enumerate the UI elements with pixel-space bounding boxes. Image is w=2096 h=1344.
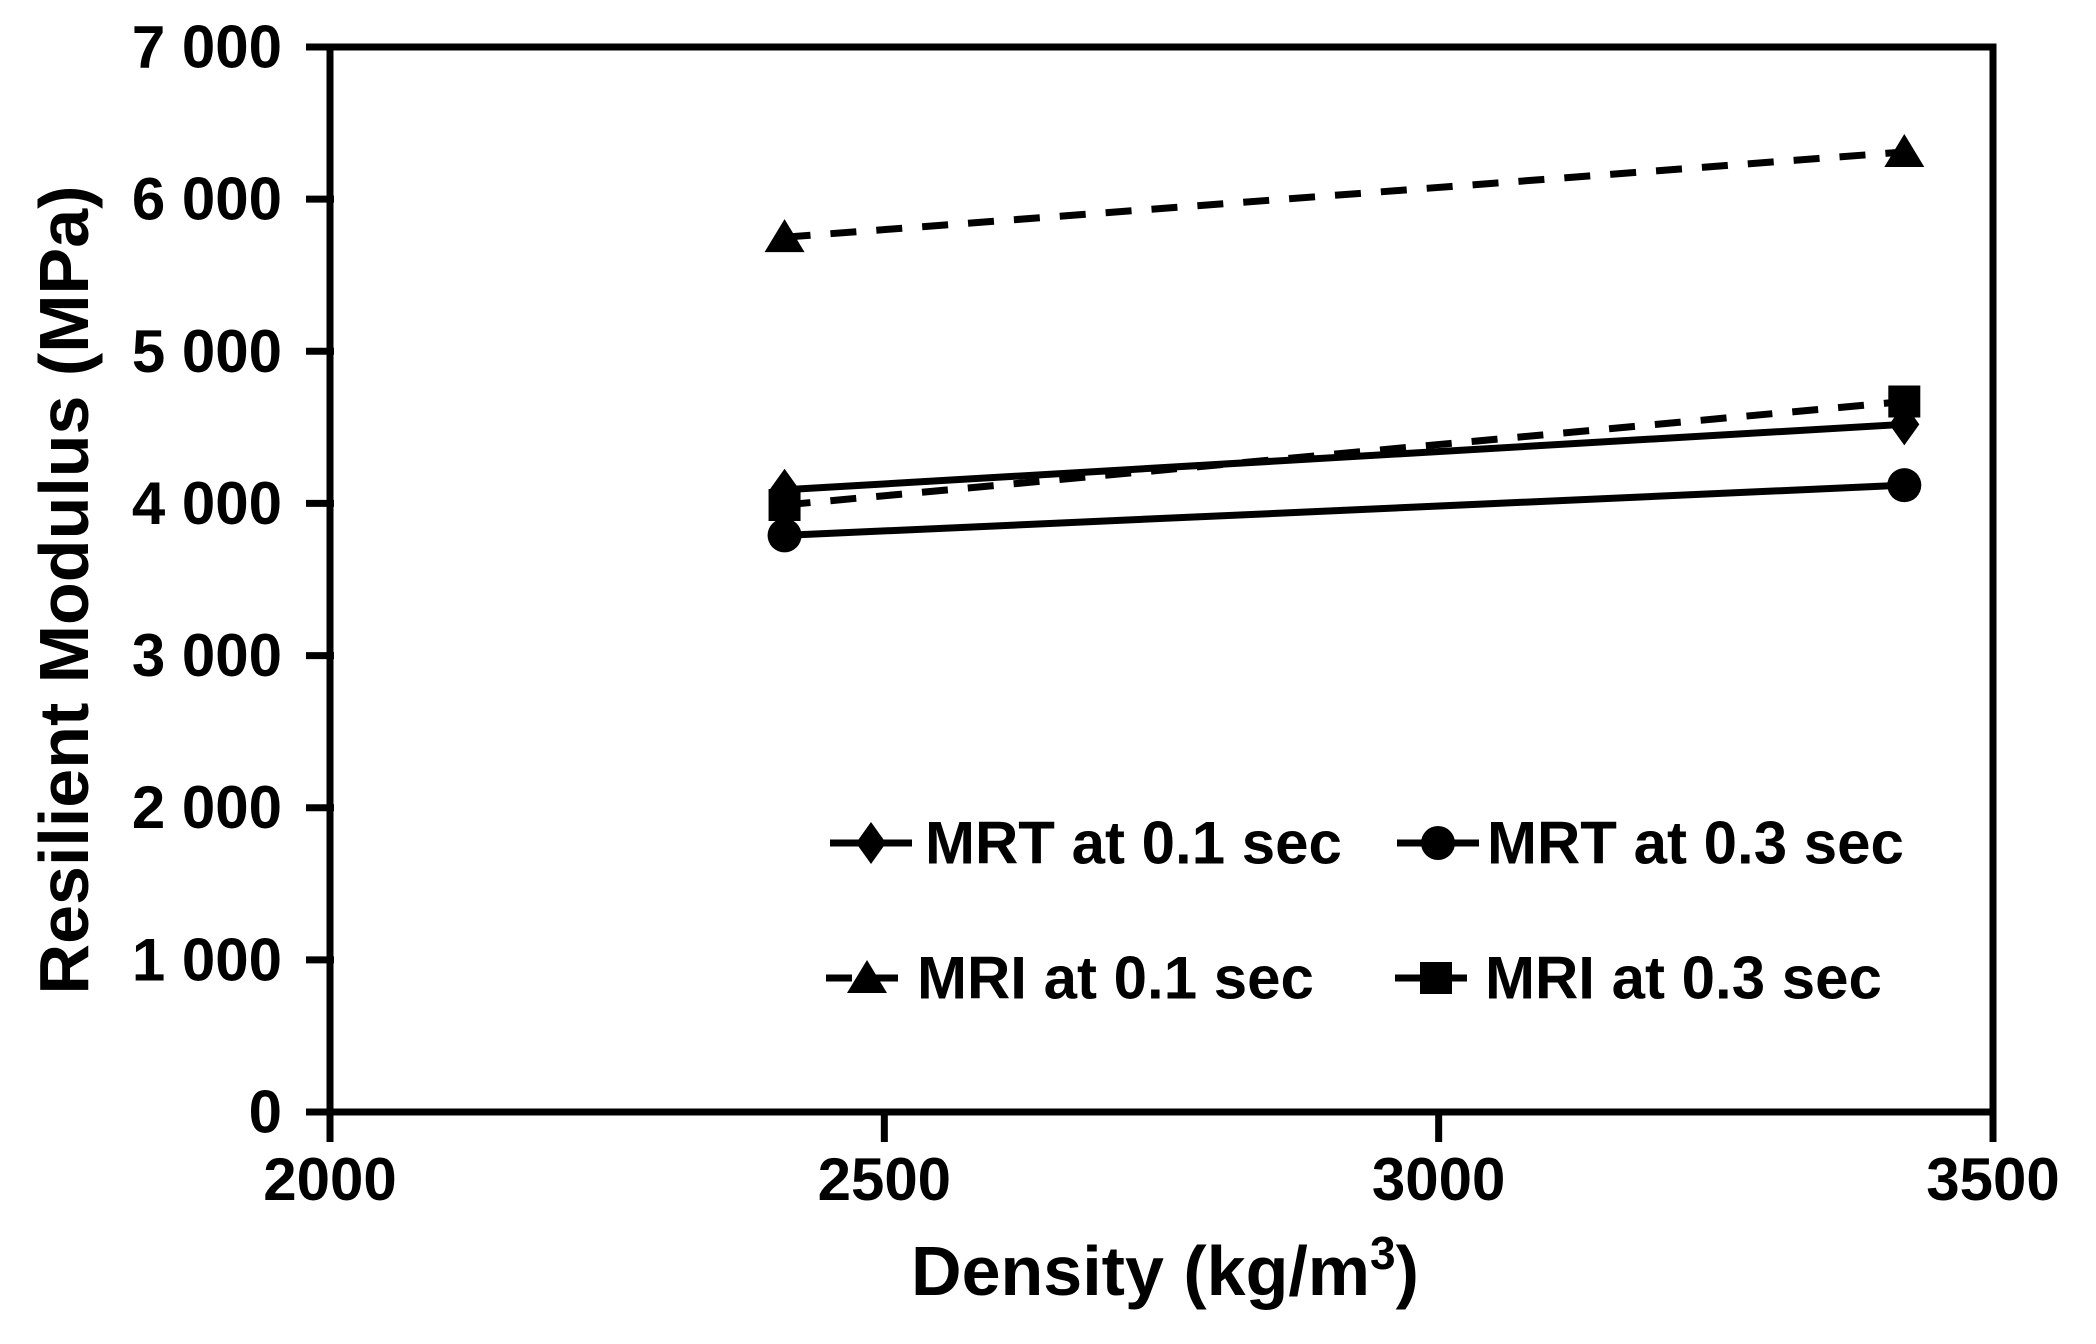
legend-key-marker-mri-at-0.1-sec [847,960,887,993]
x-tick-label: 2000 [263,1146,396,1213]
series-marker-square-mri-at-0.3-sec [768,488,801,521]
x-axis-title-main: Density (kg/m [911,1232,1370,1310]
legend-label-mrt-at-0.1-sec: MRT at 0.1 sec [925,810,1342,877]
y-tick-label: 5 000 [132,318,282,385]
y-tick-label: 6 000 [132,166,282,233]
series-line-mri-at-0.1-sec [784,148,1905,241]
series-line-mrt-at-0.1-sec [784,420,1905,494]
x-axis-title-superscript: 3 [1370,1227,1396,1279]
legend-key-marker-mrt-at-0.3-sec [1421,826,1455,860]
y-tick-label: 3 000 [132,622,282,689]
y-axis-title: Resilient Modulus (MPa) [25,186,103,995]
legend-key-marker-mrt-at-0.1-sec [856,822,886,864]
series-marker-triangle-mri-at-0.1-sec [764,219,805,253]
y-tick-label: 1 000 [132,926,282,993]
x-axis-title: Density (kg/m3) [911,1227,1419,1310]
series-marker-triangle-mri-at-0.1-sec [1884,133,1925,167]
legend-key-marker-mri-at-0.3-sec [1420,962,1452,994]
legend-label-mri-at-0.1-sec: MRI at 0.1 sec [917,945,1314,1012]
legend: MRT at 0.1 sec MRT at 0.3 sec MRI at 0.1 s… [826,810,1904,1012]
legend-label-mri-at-0.3-sec: MRI at 0.3 sec [1485,945,1882,1012]
series-line-mri-at-0.3-sec [784,398,1905,509]
x-axis-ticks: 2000 2500 3000 3500 [263,1110,2060,1213]
y-tick-label: 2 000 [132,774,282,841]
series-line-mrt-at-0.3-sec [784,481,1905,539]
x-axis-title-close: ) [1396,1232,1419,1310]
series-marker-circle-mrt-at-0.3-sec [1887,468,1922,503]
y-axis-ticks: 0 1 000 2 000 3 000 4 000 5 000 6 000 7 000 [132,14,334,1146]
y-tick-label: 7 000 [132,14,282,81]
series-layer [764,133,1925,553]
series-marker-square-mri-at-0.3-sec [1888,385,1921,418]
series-marker-circle-mrt-at-0.3-sec [767,518,802,553]
plot-frame [326,43,1997,1116]
legend-label-mrt-at-0.3-sec: MRT at 0.3 sec [1487,810,1904,877]
x-tick-label: 3000 [1372,1146,1505,1213]
y-tick-label: 0 [249,1079,282,1146]
x-tick-label: 3500 [1926,1146,2059,1213]
x-tick-label: 2500 [818,1146,951,1213]
y-tick-label: 4 000 [132,470,282,537]
